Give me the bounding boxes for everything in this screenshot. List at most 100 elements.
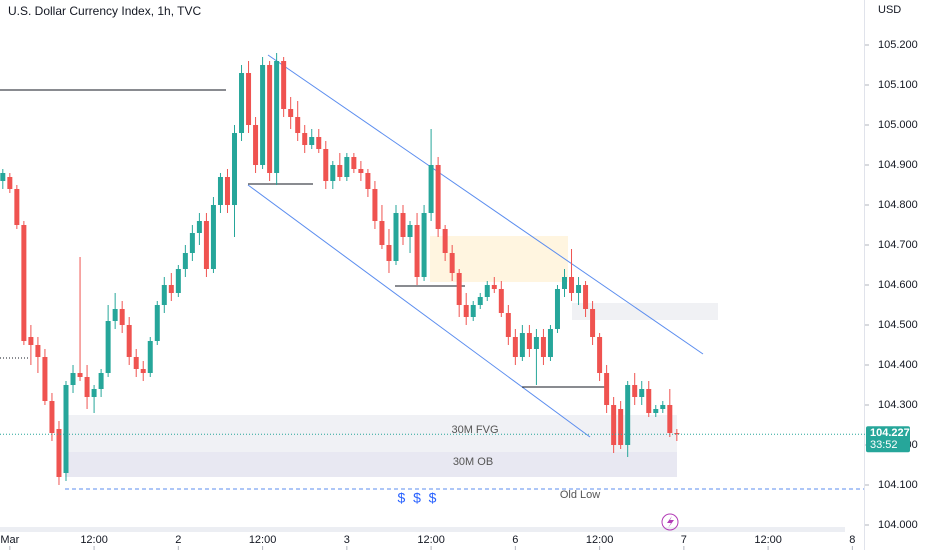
annotation: Old Low xyxy=(560,489,600,501)
candle-body xyxy=(49,401,55,433)
candle-body xyxy=(133,357,139,369)
candle-body xyxy=(583,285,589,309)
candle-body xyxy=(168,285,174,293)
alert-icon-bolt xyxy=(667,516,674,528)
y-tick-label: 104.900 xyxy=(878,159,918,171)
x-tick-label: 12:00 xyxy=(80,534,108,546)
last-price-box xyxy=(866,426,910,453)
gray-zone xyxy=(572,303,718,320)
candle-body xyxy=(147,341,153,373)
candle-body xyxy=(330,165,336,181)
candle-body xyxy=(351,157,357,169)
candle-body xyxy=(140,369,146,373)
candle-body xyxy=(217,177,223,205)
y-tick-label: 104.700 xyxy=(878,239,918,251)
y-tick-label: 105.000 xyxy=(878,119,918,131)
candle-body xyxy=(91,389,97,397)
y-tick-label: 104.500 xyxy=(878,319,918,331)
candle-body xyxy=(554,289,560,329)
candle-body xyxy=(393,213,399,261)
candle-body xyxy=(63,385,69,473)
y-tick-label: 104.800 xyxy=(878,199,918,211)
candle-body xyxy=(470,305,476,317)
candle-body xyxy=(456,273,462,305)
candle-body xyxy=(323,149,329,181)
candle-body xyxy=(21,225,27,341)
x-tick-label: 7 xyxy=(681,534,687,546)
candle-body xyxy=(203,221,209,269)
candle-body xyxy=(309,137,315,145)
channel-bottom xyxy=(247,184,591,438)
y-tick-label: 104.600 xyxy=(878,279,918,291)
candle-body xyxy=(660,405,666,409)
candle-body xyxy=(196,221,202,233)
candle-body xyxy=(449,253,455,273)
candle-body xyxy=(260,65,266,165)
candle-body xyxy=(105,321,111,373)
candle-body xyxy=(590,309,596,337)
candle-body xyxy=(421,213,427,277)
candle-body xyxy=(316,137,322,149)
scrollbar xyxy=(0,527,845,532)
candle-body xyxy=(7,177,13,189)
candle-body xyxy=(618,409,624,445)
y-tick-label: 104.300 xyxy=(878,399,918,411)
candle-body xyxy=(295,117,301,133)
candle-body xyxy=(84,377,90,397)
x-tick-label: 12:00 xyxy=(417,534,445,546)
candle-body xyxy=(505,313,511,337)
candle-body xyxy=(428,165,434,213)
drawings xyxy=(0,0,865,550)
candle-body xyxy=(126,325,132,357)
alert-icon xyxy=(661,513,679,531)
candle-body xyxy=(639,389,645,397)
candle-body xyxy=(386,245,392,261)
candle-body xyxy=(667,405,673,433)
candle-body xyxy=(119,309,125,325)
candle-body xyxy=(56,429,62,477)
candle-body xyxy=(210,205,216,269)
candle-body xyxy=(253,125,259,165)
ob-zone xyxy=(65,452,677,477)
candle-body xyxy=(498,289,504,313)
candle-body xyxy=(154,305,160,341)
candle-body xyxy=(653,409,659,413)
last-price-label: 104.227 xyxy=(870,427,910,439)
y-tick-label: 104.400 xyxy=(878,359,918,371)
candle-body xyxy=(189,233,195,253)
candle-body xyxy=(274,61,280,173)
candle-body xyxy=(632,385,638,397)
x-tick-label: Mar xyxy=(0,534,19,546)
x-tick-label: 8 xyxy=(849,534,855,546)
candle-body xyxy=(182,253,188,269)
candle-body xyxy=(302,133,308,145)
candle-body xyxy=(477,297,483,305)
annotation: 30M OB xyxy=(453,456,493,468)
countdown-label: 33:52 xyxy=(870,439,898,451)
candle-body xyxy=(512,337,518,357)
annotation: 30M FVG xyxy=(451,424,498,436)
candle-body xyxy=(98,373,104,389)
candle-body xyxy=(161,285,167,305)
candle-body xyxy=(407,225,413,237)
candle-body xyxy=(611,405,617,445)
candle-body xyxy=(625,385,631,445)
candle-body xyxy=(674,433,680,435)
candle-body xyxy=(646,389,652,413)
y-tick-label: 104.100 xyxy=(878,479,918,491)
candle-body xyxy=(576,285,582,293)
currency-label: USD xyxy=(878,4,901,16)
x-tick-label: 2 xyxy=(175,534,181,546)
candle-body xyxy=(561,277,567,289)
candle-body xyxy=(414,225,420,277)
candle-body xyxy=(344,157,350,177)
candle-body xyxy=(463,305,469,317)
candle-body xyxy=(281,61,287,109)
candle-body xyxy=(175,269,181,293)
candle-body xyxy=(14,189,20,225)
candle-body xyxy=(288,109,294,117)
annotation: $ $ $ xyxy=(398,490,437,506)
candle-body xyxy=(224,177,230,205)
candle-body xyxy=(526,333,532,349)
